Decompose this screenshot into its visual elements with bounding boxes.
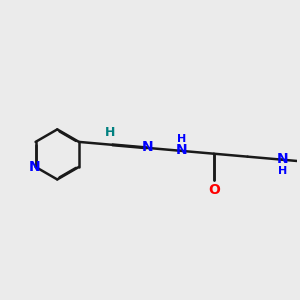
Text: O: O [208, 183, 220, 196]
Text: N: N [277, 152, 289, 166]
Text: N: N [142, 140, 154, 154]
Text: H: H [104, 126, 115, 139]
Text: N: N [28, 160, 40, 174]
Text: N: N [176, 143, 188, 157]
Text: H: H [177, 134, 186, 144]
Text: H: H [278, 166, 287, 176]
